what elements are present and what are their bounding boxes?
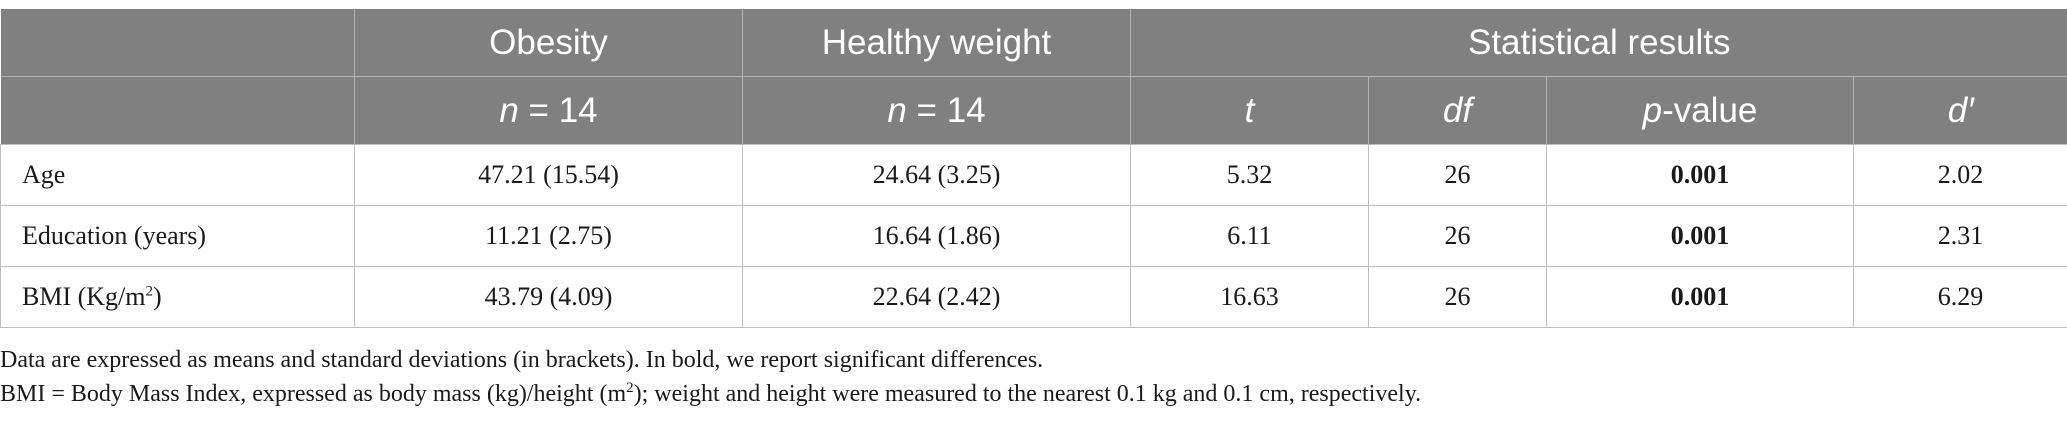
- header-df: df: [1368, 76, 1547, 145]
- cell-healthy: 22.64 (2.42): [742, 266, 1131, 328]
- cell-p-value: 0.001: [1546, 266, 1854, 328]
- header-healthy-n: n = 14: [742, 76, 1131, 145]
- n-symbol: n: [887, 90, 907, 130]
- df-symbol: df: [1442, 90, 1473, 130]
- cell-healthy: 24.64 (3.25): [742, 144, 1131, 206]
- row-label-text: Age: [22, 160, 66, 189]
- n-value: = 14: [518, 90, 598, 130]
- cell-d-prime: 6.29: [1852, 266, 2067, 328]
- p-symbol: p: [1642, 90, 1663, 130]
- n-value: = 14: [906, 90, 986, 130]
- cell-t: 16.63: [1130, 266, 1369, 328]
- footnote-2-part-a: BMI = Body Mass Index, expressed as body…: [0, 381, 627, 407]
- row-label-end: ): [153, 282, 162, 311]
- cell-obesity: 47.21 (15.54): [354, 144, 743, 206]
- cell-d-prime: 2.31: [1852, 205, 2067, 267]
- cell-obesity: 43.79 (4.09): [354, 266, 743, 328]
- header-d-prime: d′: [1852, 76, 2067, 145]
- header-p-value: p-value: [1546, 76, 1854, 145]
- statistics-table: Obesity Healthy weight Statistical resul…: [0, 9, 2067, 328]
- row-label: Education (years): [0, 205, 355, 267]
- header-healthy-weight: Healthy weight: [742, 9, 1131, 77]
- footnote-2: BMI = Body Mass Index, expressed as body…: [0, 377, 2067, 411]
- p-suffix: -value: [1662, 90, 1758, 130]
- cell-obesity: 11.21 (2.75): [354, 205, 743, 267]
- cell-healthy: 16.64 (1.86): [742, 205, 1131, 267]
- cell-t: 5.32: [1130, 144, 1369, 206]
- row-label: Age: [0, 144, 355, 206]
- header-blank-cell: [0, 9, 355, 77]
- n-symbol: n: [499, 90, 519, 130]
- t-symbol: t: [1244, 90, 1255, 130]
- row-label: BMI (Kg/m2): [0, 266, 355, 328]
- table-row-age: Age 47.21 (15.54) 24.64 (3.25) 5.32 26 0…: [0, 144, 2067, 206]
- header-blank-cell-2: [0, 76, 355, 145]
- cell-df: 26: [1368, 144, 1547, 206]
- cell-p-value: 0.001: [1546, 144, 1854, 206]
- header-row-groups: Obesity Healthy weight Statistical resul…: [0, 9, 2067, 77]
- table-row-bmi: BMI (Kg/m2) 43.79 (4.09) 22.64 (2.42) 16…: [0, 266, 2067, 328]
- header-t: t: [1130, 76, 1369, 145]
- cell-df: 26: [1368, 266, 1547, 328]
- header-obesity: Obesity: [354, 9, 743, 77]
- table-row-education: Education (years) 11.21 (2.75) 16.64 (1.…: [0, 205, 2067, 267]
- footnote-2-part-b: ); weight and height were measured to th…: [633, 381, 1422, 407]
- d-prime-symbol: d′: [1947, 90, 1974, 130]
- row-label-sup: 2: [145, 283, 154, 300]
- header-statistical-results: Statistical results: [1129, 9, 2067, 77]
- row-label-text: BMI (Kg/m: [22, 282, 146, 311]
- header-obesity-n: n = 14: [354, 76, 743, 145]
- header-row-subheaders: n = 14 n = 14 t df p-value d′: [0, 76, 2067, 145]
- cell-t: 6.11: [1130, 205, 1369, 267]
- footnote-1: Data are expressed as means and standard…: [0, 347, 1044, 373]
- row-label-text: Education (years): [22, 221, 207, 250]
- table-footnotes: Data are expressed as means and standard…: [0, 343, 2067, 411]
- cell-p-value: 0.001: [1546, 205, 1854, 267]
- footnote-2-sup: 2: [626, 380, 634, 396]
- cell-df: 26: [1368, 205, 1547, 267]
- cell-d-prime: 2.02: [1852, 144, 2067, 206]
